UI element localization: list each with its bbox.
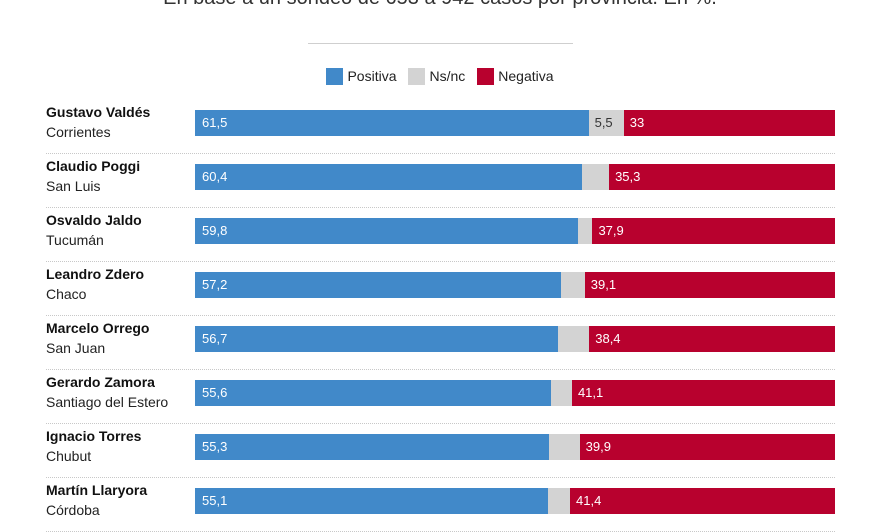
bar-negativa: [584, 272, 835, 298]
chart-subtitle: En base a un sondeo de 653 a 942 casos p…: [0, 0, 880, 10]
label-positiva: 57,2: [202, 277, 228, 292]
title-divider: [308, 43, 573, 44]
legend-item-nsnc: Ns/nc: [408, 67, 466, 85]
stacked-bar: 59,8 37,9: [195, 218, 835, 244]
label-positiva: 59,8: [202, 223, 228, 238]
bar-nsnc: [547, 488, 571, 514]
bar-negativa: [571, 380, 835, 406]
legend-item-negativa: Negativa: [477, 67, 554, 85]
governor-name: Claudio Poggi: [46, 158, 141, 174]
stacked-bar: 55,3 39,9: [195, 434, 835, 460]
legend-label-positiva: Positiva: [347, 68, 397, 84]
province-name: Córdoba: [46, 502, 100, 518]
bar-negativa: [589, 326, 835, 352]
bar-nsnc: [548, 434, 580, 460]
table-row: Marcelo Orrego San Juan 56,7 38,4: [46, 316, 835, 370]
row-divider: [46, 261, 835, 262]
label-negativa: 38,4: [595, 331, 621, 346]
province-name: Chaco: [46, 286, 87, 302]
label-negativa: 37,9: [598, 223, 624, 238]
bar-positiva: [195, 434, 549, 460]
bar-negativa: [570, 488, 835, 514]
bar-nsnc: [577, 218, 593, 244]
label-negativa: 35,3: [615, 169, 641, 184]
legend-swatch-nsnc: [408, 67, 426, 85]
label-positiva: 55,3: [202, 439, 228, 454]
row-divider: [46, 315, 835, 316]
province-name: San Juan: [46, 340, 106, 356]
table-row: Claudio Poggi San Luis 60,4 35,3: [46, 154, 835, 208]
bar-nsnc: [581, 164, 610, 190]
legend-swatch-positiva: [326, 67, 344, 85]
bar-positiva: [195, 218, 578, 244]
legend-swatch-negativa: [477, 67, 495, 85]
province-name: Tucumán: [46, 232, 104, 248]
province-name: San Luis: [46, 178, 101, 194]
governor-name: Leandro Zdero: [46, 266, 145, 282]
row-divider: [46, 477, 835, 478]
bar-positiva: [195, 164, 582, 190]
table-row: Gustavo Valdés Corrientes 61,5 5,5 33: [46, 100, 835, 154]
bar-negativa: [592, 218, 835, 244]
stacked-bar: 55,6 41,1: [195, 380, 835, 406]
bar-nsnc: [588, 110, 624, 136]
table-row: Leandro Zdero Chaco 57,2 39,1: [46, 262, 835, 316]
label-negativa: 39,9: [585, 439, 611, 454]
bar-positiva: [195, 272, 562, 298]
governor-name: Gustavo Valdés: [46, 104, 151, 120]
governor-name: Osvaldo Jaldo: [46, 212, 142, 228]
province-name: Santiago del Estero: [46, 394, 169, 410]
label-negativa: 41,4: [576, 493, 602, 508]
label-negativa: 41,1: [577, 385, 604, 400]
governor-name: Marcelo Orrego: [46, 320, 150, 336]
row-divider: [46, 369, 835, 370]
label-positiva: 61,5: [202, 115, 228, 130]
label-positiva: 60,4: [202, 169, 228, 184]
bar-negativa: [609, 164, 835, 190]
label-nsnc: 5,5: [594, 115, 613, 130]
label-positiva: 56,7: [202, 331, 228, 346]
bar-nsnc: [561, 272, 585, 298]
table-row: Gerardo Zamora Santiago del Estero 55,6 41,…: [46, 370, 835, 424]
legend-label-nsnc: Ns/nc: [429, 68, 466, 84]
label-positiva: 55,6: [202, 385, 228, 400]
row-divider: [46, 153, 835, 154]
bar-positiva: [195, 488, 548, 514]
bar-nsnc: [557, 326, 590, 352]
label-positiva: 55,1: [202, 493, 228, 508]
table-row: Ignacio Torres Chubut 55,3 39,9: [46, 424, 835, 478]
province-name: Chubut: [46, 448, 92, 464]
row-divider: [46, 207, 835, 208]
bar-positiva: [195, 110, 589, 136]
legend-label-negativa: Negativa: [498, 68, 554, 84]
stacked-bar: 61,5 5,5 33: [195, 110, 835, 136]
bar-positiva: [195, 380, 551, 406]
row-divider: [46, 423, 835, 424]
bar-negativa: [579, 434, 835, 460]
label-negativa: 33: [629, 115, 645, 130]
chart-legend: Positiva Ns/nc Negativa: [0, 66, 880, 86]
legend-item-positiva: Positiva: [326, 67, 397, 85]
bar-nsnc: [550, 380, 572, 406]
table-row: Martín Llaryora Córdoba 55,1 41,4: [46, 478, 835, 532]
stacked-bar: 56,7 38,4: [195, 326, 835, 352]
governor-name: Gerardo Zamora: [46, 374, 155, 390]
stacked-bar: 55,1 41,4: [195, 488, 835, 514]
stacked-bar: 60,4 35,3: [195, 164, 835, 190]
governor-name: Ignacio Torres: [46, 428, 142, 444]
label-negativa: 39,1: [590, 277, 617, 292]
province-name: Corrientes: [46, 124, 111, 140]
bar-positiva: [195, 326, 558, 352]
bar-negativa: [623, 110, 835, 136]
stacked-bar: 57,2 39,1: [195, 272, 835, 298]
table-row: Osvaldo Jaldo Tucumán 59,8 37,9: [46, 208, 835, 262]
governor-name: Martín Llaryora: [46, 482, 148, 498]
